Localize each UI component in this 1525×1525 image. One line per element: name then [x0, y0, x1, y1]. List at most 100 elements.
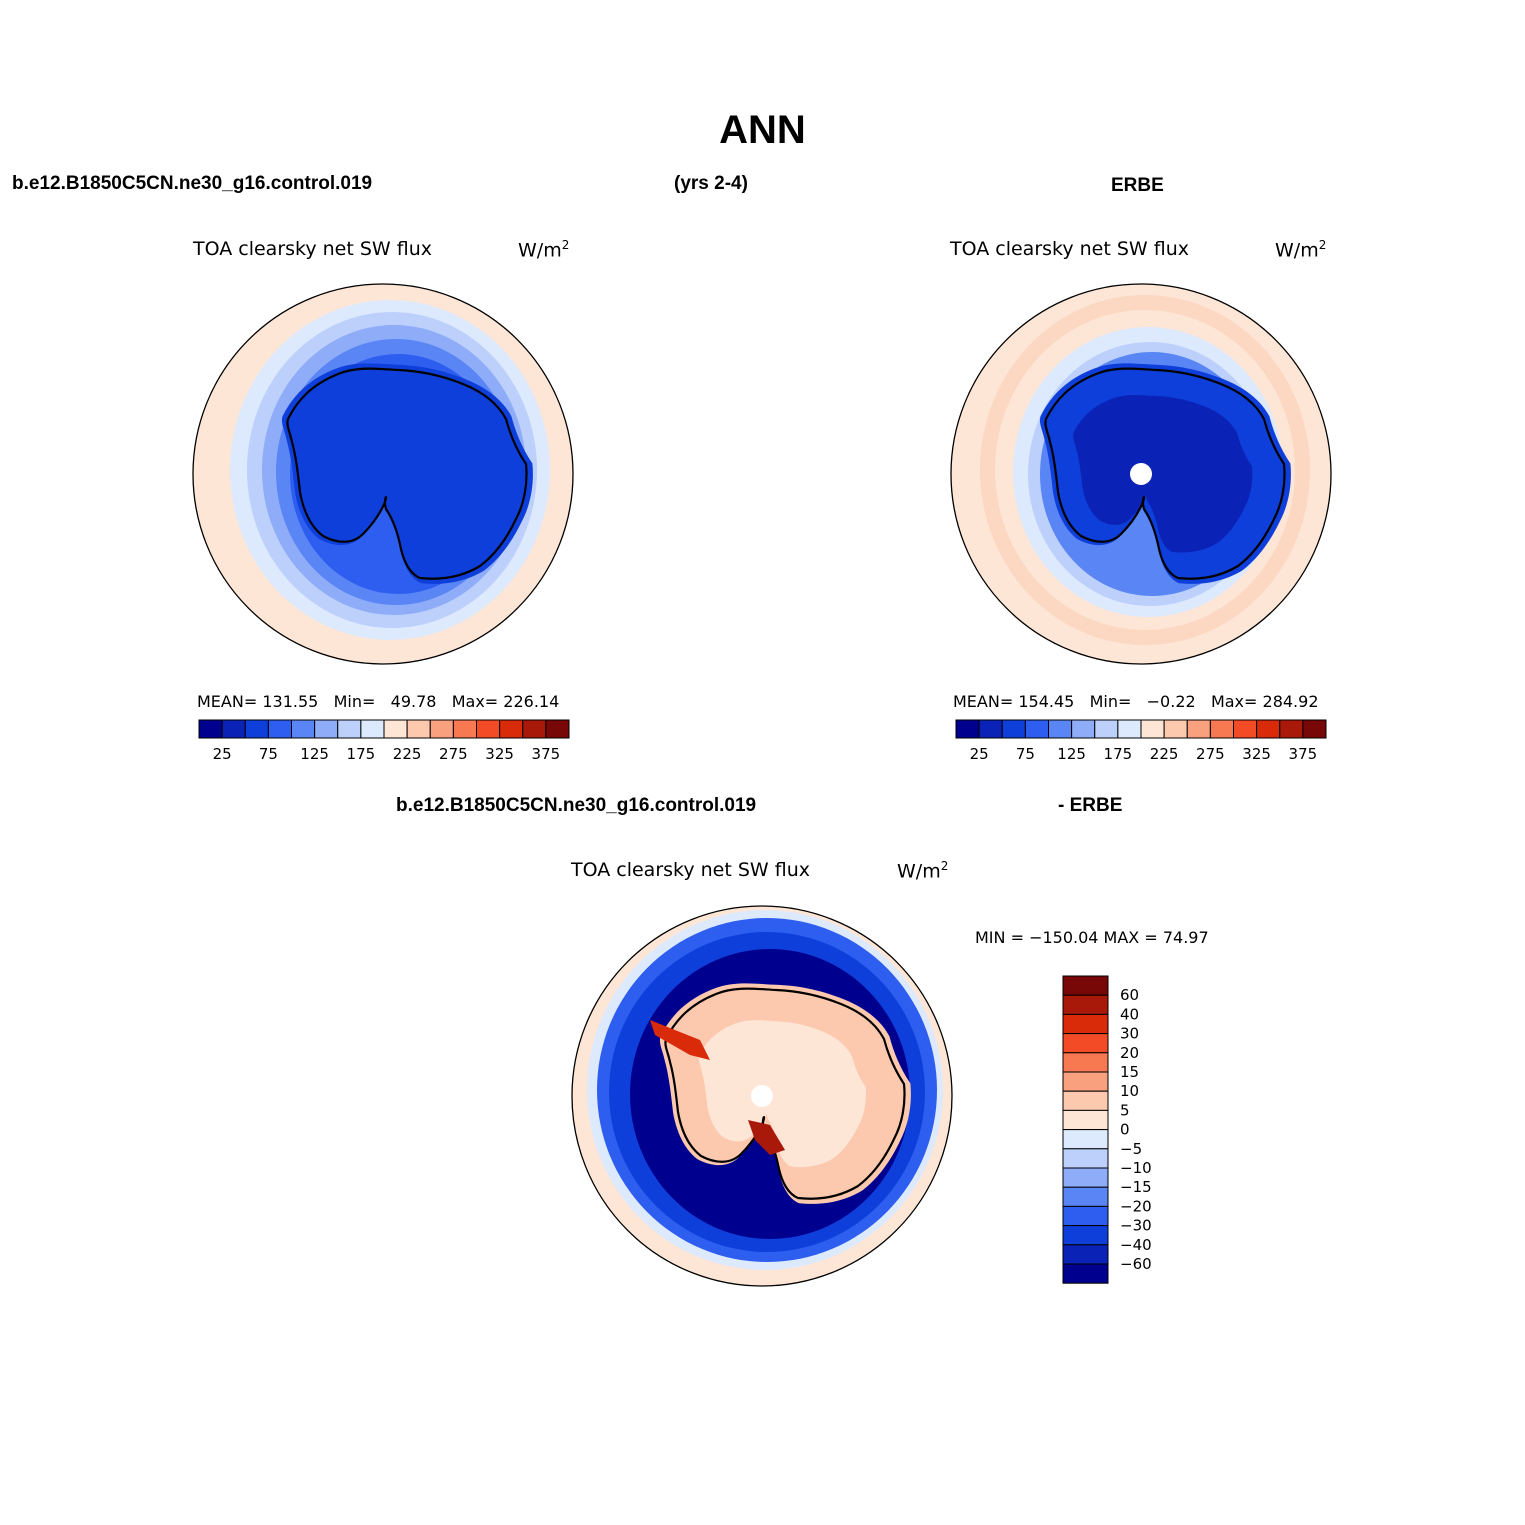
diff-case-name: b.e12.B1850C5CN.ne30_g16.control.019 [396, 795, 757, 816]
map-model-border [192, 283, 574, 665]
colorbar-box [1071, 719, 1096, 739]
colorbar-box [1024, 719, 1049, 739]
field-title-right: TOA clearsky net SW flux [950, 238, 1190, 260]
colorbar-box [1062, 1186, 1109, 1207]
colorbar-box [545, 719, 570, 739]
case-name-left: b.e12.B1850C5CN.ne30_g16.control.019 [12, 173, 373, 194]
colorbar-box [267, 719, 292, 739]
colorbar-box [406, 719, 431, 739]
colorbar-tick-label: 60 [1120, 986, 1139, 1004]
colorbar-box [522, 719, 547, 739]
colorbar-tick-label: 5 [1120, 1101, 1130, 1119]
years-label: (yrs 2-4) [674, 173, 748, 194]
colorbar-tick-label: 15 [1120, 1063, 1139, 1081]
colorbar-box [1062, 975, 1109, 996]
colorbar-tick-label: 30 [1120, 1025, 1139, 1043]
colorbar-tick-label: 325 [1242, 745, 1271, 763]
colorbar-tick-label: 375 [532, 745, 561, 763]
colorbar-box [1094, 719, 1119, 739]
colorbar-box [499, 719, 524, 739]
colorbar-box [1062, 1129, 1109, 1150]
colorbar-box [955, 719, 980, 739]
colorbar-box [337, 719, 362, 739]
colorbar-box [1233, 719, 1258, 739]
colorbar-tick-label: 225 [393, 745, 422, 763]
colorbar-box [1302, 719, 1327, 739]
colorbar-tick-label: 20 [1120, 1044, 1139, 1062]
colorbar-tick-label: 75 [259, 745, 278, 763]
stats-left: MEAN= 131.55 Min= 49.78 Max= 226.14 [197, 692, 560, 711]
colorbar-box [1117, 719, 1142, 739]
colorbar-box [1062, 1013, 1109, 1035]
colorbar-box [1062, 1205, 1109, 1227]
colorbar-box [1048, 719, 1073, 739]
colorbar-box [1062, 1109, 1109, 1131]
colorbar-box [1062, 1052, 1109, 1073]
colorbar-box [1279, 719, 1304, 739]
colorbar-tick-label: −40 [1120, 1236, 1152, 1254]
colorbar-box [1140, 719, 1165, 739]
colorbar-tick-label: 175 [1104, 745, 1133, 763]
colorbar-tick-label: 275 [1196, 745, 1225, 763]
colorbar-box [221, 719, 246, 739]
colorbar-box [476, 719, 501, 739]
units-diff: W/m2 [897, 859, 949, 883]
field-title-diff: TOA clearsky net SW flux [571, 859, 811, 881]
colorbar-tick-label: −5 [1120, 1140, 1142, 1158]
colorbar-tick-label: −10 [1120, 1159, 1152, 1177]
case-name-right: ERBE [1111, 175, 1164, 196]
colorbar-tick-label: 125 [1057, 745, 1086, 763]
colorbar-box [1062, 994, 1109, 1015]
colorbar-tick-label: 275 [439, 745, 468, 763]
map-model [193, 284, 573, 664]
colorbar-box [1062, 1263, 1109, 1284]
colorbar-box [244, 719, 269, 739]
colorbar-tick-label: 25 [970, 745, 989, 763]
colorbar-left: 25 75 125 175 225 275 325 375 [198, 719, 570, 763]
field-title-left: TOA clearsky net SW flux [193, 238, 433, 260]
colorbar-box [1001, 719, 1026, 739]
colorbar-box [429, 719, 454, 739]
diff-minmax: MIN = −150.04 MAX = 74.97 [975, 928, 1209, 947]
colorbar-box [1062, 1244, 1109, 1265]
colorbar-tick-label: −15 [1120, 1178, 1152, 1196]
colorbar-tick-label: −20 [1120, 1197, 1152, 1215]
colorbar-tick-label: 225 [1150, 745, 1179, 763]
figure-title: ANN [719, 108, 806, 152]
units-left: W/m2 [518, 238, 570, 262]
map-erbe-border [950, 283, 1332, 665]
colorbar-box [291, 719, 316, 739]
colorbar-tick-label: 125 [300, 745, 329, 763]
colorbar-box [1209, 719, 1234, 739]
units-right: W/m2 [1275, 238, 1327, 262]
colorbar-box [1062, 1071, 1109, 1092]
colorbar-tick-label: 25 [213, 745, 232, 763]
colorbar-tick-label: 0 [1120, 1121, 1130, 1139]
colorbar-tick-label: −60 [1120, 1255, 1152, 1273]
colorbar-box [360, 719, 385, 739]
map-difference-border [571, 905, 953, 1287]
colorbar-right: 25 75 125 175 225 275 325 375 [955, 719, 1327, 763]
colorbar-box [452, 719, 477, 739]
colorbar-box [978, 719, 1003, 739]
colorbar-tick-label: 175 [347, 745, 376, 763]
colorbar-box [1062, 1090, 1109, 1111]
colorbar-tick-label: 75 [1016, 745, 1035, 763]
map-difference [572, 906, 952, 1286]
colorbar-box [1186, 719, 1211, 739]
colorbar-tick-label: −30 [1120, 1217, 1152, 1235]
colorbar-box [1256, 719, 1281, 739]
colorbar-tick-label: 10 [1120, 1082, 1139, 1100]
colorbar-tick-label: 375 [1289, 745, 1318, 763]
colorbar-tick-label: 40 [1120, 1005, 1139, 1023]
colorbar-box [314, 719, 339, 739]
colorbar-tick-label: 325 [485, 745, 514, 763]
colorbar-box [1163, 719, 1188, 739]
stats-right: MEAN= 154.45 Min= −0.22 Max= 284.92 [953, 692, 1319, 711]
diff-case-name-2: - ERBE [1058, 795, 1123, 816]
colorbar-box [1062, 1148, 1109, 1169]
colorbar-box [1062, 1167, 1109, 1188]
colorbar-box [1062, 1033, 1109, 1054]
